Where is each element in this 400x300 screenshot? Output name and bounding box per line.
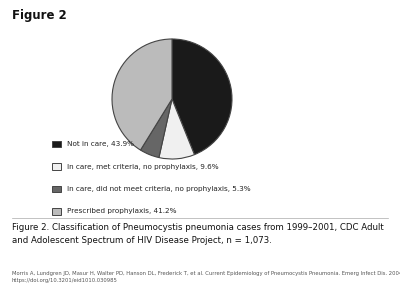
Text: Figure 2: Figure 2 — [12, 9, 67, 22]
Wedge shape — [112, 39, 172, 150]
Text: Prescribed prophylaxis, 41.2%: Prescribed prophylaxis, 41.2% — [67, 208, 176, 214]
Text: Morris A, Lundgren JD, Masur H, Walter PD, Hanson DL, Frederick T, et al. Curren: Morris A, Lundgren JD, Masur H, Walter P… — [12, 272, 400, 283]
Wedge shape — [172, 39, 232, 154]
Wedge shape — [140, 99, 172, 158]
Text: In care, did not meet criteria, no prophylaxis, 5.3%: In care, did not meet criteria, no proph… — [67, 186, 250, 192]
Wedge shape — [159, 99, 194, 159]
Text: Figure 2. Classification of Pneumocystis pneumonia cases from 1999–2001, CDC Adu: Figure 2. Classification of Pneumocystis… — [12, 224, 384, 245]
Text: Not in care, 43.9%: Not in care, 43.9% — [67, 141, 134, 147]
Text: In care, met criteria, no prophylaxis, 9.6%: In care, met criteria, no prophylaxis, 9… — [67, 164, 218, 169]
